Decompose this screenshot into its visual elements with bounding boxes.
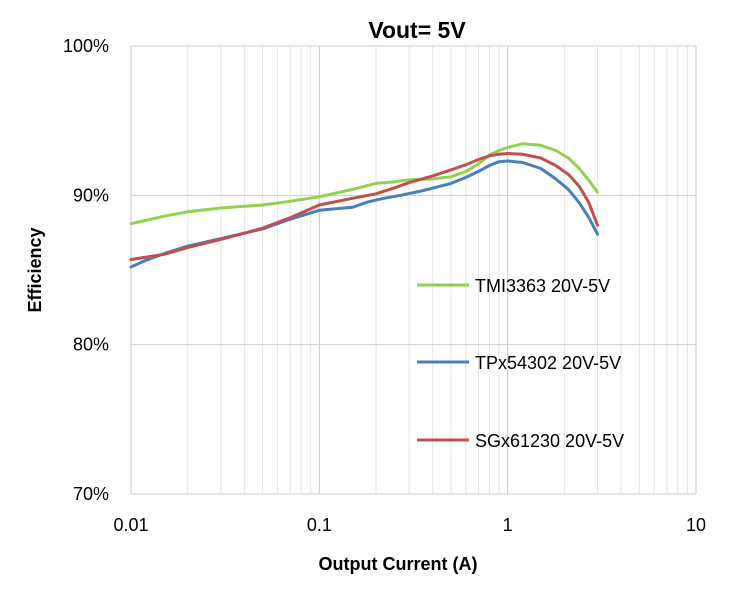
legend-label-2: TPx54302 20V-5V (475, 353, 621, 373)
y-axis-label: Efficiency (25, 227, 45, 312)
y-tick-label: 70% (73, 484, 109, 504)
x-axis-label: Output Current (A) (319, 554, 478, 574)
x-tick-label: 0.01 (113, 515, 148, 535)
x-tick-label: 1 (503, 515, 513, 535)
y-tick-label: 80% (73, 335, 109, 355)
x-tick-label: 10 (686, 515, 706, 535)
legend-label-1: TMI3363 20V-5V (475, 276, 610, 296)
series-line-2 (129, 159, 599, 269)
series-line-3 (129, 152, 599, 261)
y-tick-label: 90% (73, 185, 109, 205)
chart-title: Vout= 5V (368, 17, 466, 43)
y-tick-label: 100% (63, 36, 109, 56)
x-tick-label: 0.1 (307, 515, 332, 535)
series-line-1 (129, 142, 599, 226)
legend-label-3: SGx61230 20V-5V (475, 431, 624, 451)
